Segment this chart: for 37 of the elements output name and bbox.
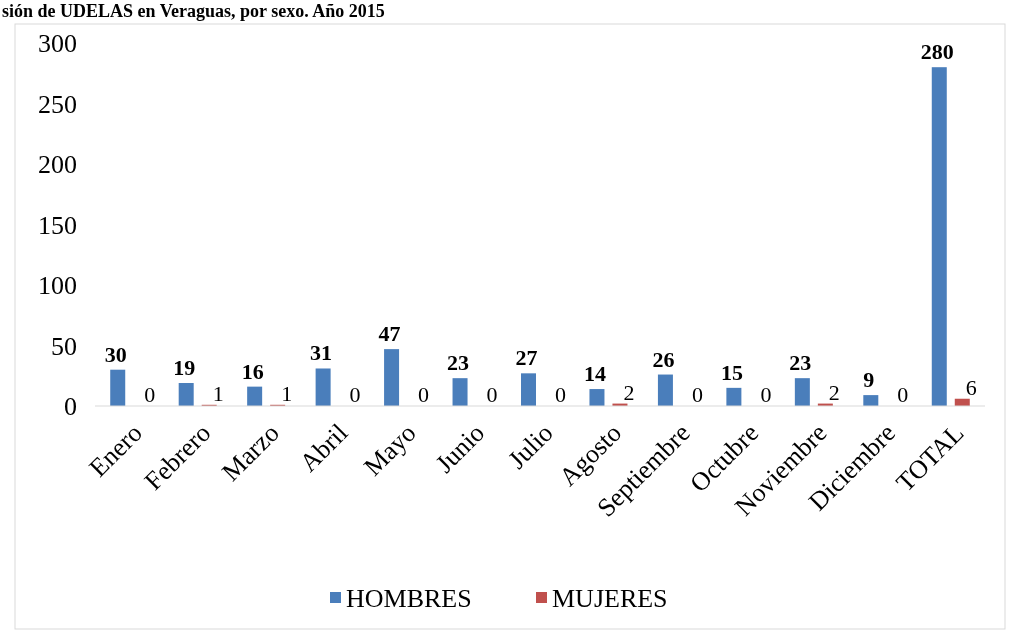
- data-label: 1: [281, 380, 293, 406]
- legend-label: HOMBRES: [346, 584, 472, 614]
- data-label: 1: [212, 380, 224, 406]
- data-label: 26: [652, 346, 675, 372]
- data-label: 2: [623, 379, 635, 405]
- chart-title: sión de UDELAS en Veraguas, por sexo. Año 2015: [2, 1, 385, 21]
- legend-label: MUJERES: [552, 584, 668, 614]
- data-label: 0: [349, 382, 361, 407]
- data-label: 280: [920, 39, 954, 65]
- y-tick-label: 200: [38, 150, 77, 180]
- data-label: 0: [555, 382, 566, 407]
- y-tick-label: 0: [64, 392, 77, 422]
- data-label: 0: [144, 382, 156, 407]
- data-label: 14: [583, 361, 606, 387]
- data-label: 0: [486, 382, 498, 407]
- data-label: 0: [760, 382, 772, 407]
- data-label: 9: [863, 367, 875, 393]
- data-label: 23: [447, 350, 470, 376]
- data-label: 27: [515, 345, 538, 371]
- data-label: 6: [965, 374, 977, 400]
- data-label: 19: [173, 355, 196, 381]
- data-label: 47: [378, 321, 401, 347]
- y-tick-label: 50: [51, 331, 77, 361]
- data-label: 0: [691, 382, 703, 407]
- data-label: 0: [897, 382, 909, 407]
- x-tick-label: Julio: [502, 418, 559, 475]
- data-label: 30: [104, 341, 127, 367]
- y-tick-label: 150: [38, 210, 77, 240]
- y-tick-label: 250: [38, 89, 77, 119]
- y-tick-label: 300: [38, 29, 77, 59]
- data-label: 0: [418, 382, 430, 407]
- data-label: 16: [241, 358, 264, 384]
- data-label: 2: [828, 379, 840, 405]
- data-label: 23: [789, 350, 812, 376]
- y-tick-label: 100: [38, 271, 77, 301]
- data-label: 15: [720, 359, 743, 385]
- data-label: 31: [310, 340, 333, 366]
